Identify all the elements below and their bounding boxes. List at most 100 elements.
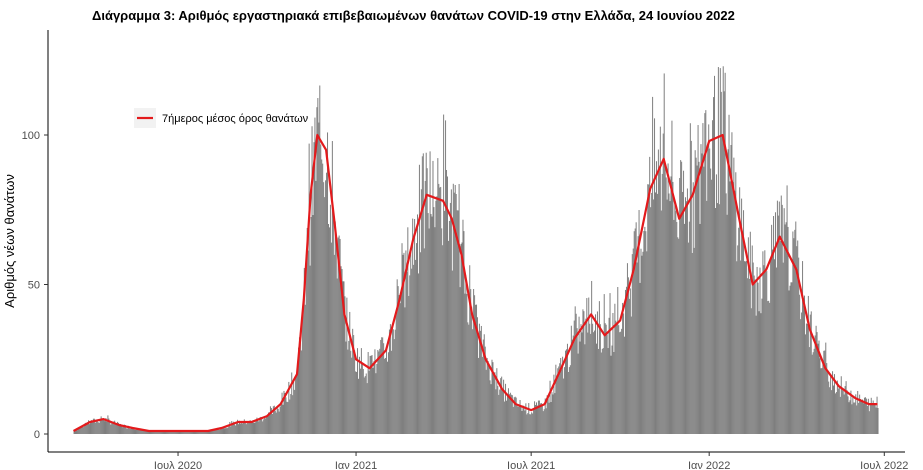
daily-bar	[387, 352, 389, 434]
daily-bar	[586, 298, 588, 434]
daily-bar	[166, 431, 168, 434]
daily-bar	[622, 302, 624, 434]
daily-bar	[366, 383, 368, 434]
daily-bar	[521, 410, 523, 434]
daily-bar	[263, 419, 265, 434]
daily-bar	[556, 379, 558, 434]
daily-bar	[183, 431, 185, 434]
daily-bar	[728, 114, 730, 434]
daily-bar	[91, 422, 93, 434]
daily-bar	[232, 422, 234, 434]
daily-bar	[182, 430, 184, 434]
daily-bar	[466, 293, 468, 434]
daily-bar	[86, 424, 88, 434]
daily-bar	[303, 267, 305, 434]
daily-bar	[251, 421, 253, 434]
daily-bar	[274, 410, 276, 434]
daily-bar	[530, 414, 532, 434]
daily-bar	[864, 397, 866, 434]
daily-bar	[569, 365, 571, 434]
daily-bar	[400, 295, 402, 434]
daily-bar	[490, 384, 492, 434]
daily-bar	[77, 428, 79, 434]
daily-bar	[494, 372, 496, 434]
daily-bar	[160, 430, 162, 434]
daily-bar	[291, 372, 293, 434]
daily-bar	[797, 240, 799, 434]
daily-bar	[255, 421, 257, 434]
daily-bar	[830, 375, 832, 434]
daily-bar	[865, 398, 867, 434]
daily-bar	[815, 325, 817, 434]
daily-bar	[759, 267, 761, 434]
daily-bar	[681, 161, 683, 434]
daily-bar	[732, 182, 734, 434]
daily-bar	[464, 293, 466, 434]
daily-bar	[197, 431, 199, 434]
daily-bar	[704, 113, 706, 434]
daily-bar	[101, 419, 103, 434]
daily-bar	[751, 245, 753, 434]
daily-bar	[506, 394, 508, 434]
daily-bar	[214, 430, 216, 434]
daily-bar	[179, 431, 180, 434]
daily-bar	[129, 428, 131, 434]
daily-bar	[474, 295, 476, 434]
daily-bar	[449, 202, 451, 434]
daily-bar	[296, 376, 298, 434]
daily-bar	[512, 406, 514, 434]
daily-bar	[271, 413, 273, 434]
daily-bar	[178, 431, 180, 434]
daily-bar	[848, 402, 850, 434]
daily-bar	[690, 140, 692, 435]
daily-bar	[167, 430, 169, 434]
daily-bar	[568, 367, 570, 434]
daily-bar	[802, 261, 804, 434]
daily-bar	[738, 227, 740, 434]
chart-title: Διάγραμμα 3: Αριθμός εργαστηριακά επιβεβ…	[92, 8, 735, 23]
daily-bar	[746, 278, 748, 434]
daily-bar	[122, 425, 124, 434]
daily-bar	[708, 124, 710, 435]
daily-bar	[743, 210, 745, 434]
daily-bar	[113, 421, 115, 434]
daily-bar	[546, 395, 548, 434]
daily-bar	[701, 153, 703, 434]
daily-bar	[262, 421, 264, 434]
daily-bar	[83, 427, 85, 434]
daily-bar	[836, 380, 838, 434]
daily-bar	[163, 431, 165, 434]
daily-bar	[706, 200, 708, 434]
daily-bar	[668, 193, 670, 434]
daily-bar	[235, 425, 237, 434]
daily-bar	[547, 397, 549, 434]
daily-bar	[817, 343, 819, 434]
daily-bar	[88, 420, 90, 434]
daily-bar	[722, 66, 724, 434]
daily-bar	[642, 251, 644, 434]
daily-bar	[344, 296, 346, 434]
daily-bar	[109, 420, 111, 434]
daily-bar	[417, 273, 419, 434]
daily-bar	[172, 431, 174, 434]
daily-bar	[497, 385, 499, 434]
daily-bar	[423, 248, 425, 434]
daily-bar	[219, 429, 221, 434]
daily-bar	[444, 210, 446, 434]
daily-bar	[592, 323, 594, 434]
daily-bar	[205, 431, 207, 434]
daily-bar	[469, 265, 471, 434]
daily-bar	[417, 214, 418, 434]
daily-bar	[684, 197, 686, 434]
daily-bar	[220, 428, 222, 434]
daily-bar	[539, 403, 541, 434]
daily-bar	[351, 357, 353, 434]
daily-bar	[854, 402, 856, 434]
daily-bar	[529, 414, 531, 434]
daily-bar	[179, 431, 181, 434]
daily-bar	[440, 186, 442, 434]
daily-bar	[875, 407, 877, 434]
daily-bar	[754, 279, 756, 434]
daily-bar	[660, 210, 662, 434]
daily-bar	[193, 431, 195, 434]
